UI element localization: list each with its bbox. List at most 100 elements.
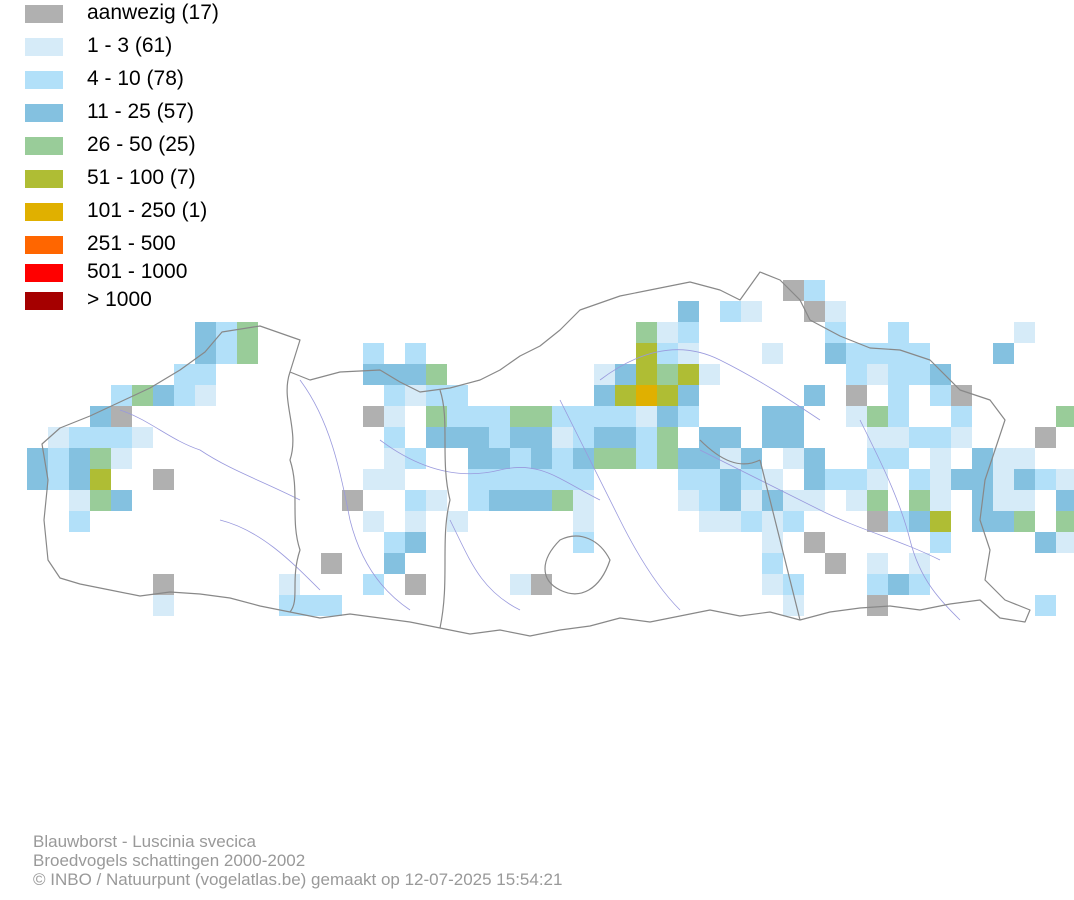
legend-label: 26 - 50 (25) — [87, 133, 196, 156]
grid-cell — [594, 385, 615, 406]
grid-cell — [531, 448, 552, 469]
grid-cell — [468, 427, 489, 448]
legend-swatch — [25, 170, 63, 188]
legend-swatch — [25, 203, 63, 221]
legend-item: 501 - 1000 — [25, 259, 285, 283]
legend-item: 101 - 250 (1) — [25, 198, 285, 222]
grid-cell — [363, 406, 384, 427]
grid-cell — [678, 364, 699, 385]
grid-cell — [804, 469, 825, 490]
grid-cell — [888, 343, 909, 364]
grid-cell — [846, 469, 867, 490]
grid-cell — [426, 406, 447, 427]
grid-cell — [867, 406, 888, 427]
grid-cell — [783, 280, 804, 301]
grid-cell — [1056, 532, 1074, 553]
grid-cell — [1056, 469, 1074, 490]
grid-cell — [930, 427, 951, 448]
grid-cell — [1014, 469, 1035, 490]
grid-cell — [405, 574, 426, 595]
grid-cell — [90, 490, 111, 511]
grid-cell — [405, 448, 426, 469]
grid-cell — [573, 427, 594, 448]
grid-cell — [615, 364, 636, 385]
map-credits: Blauwborst - Luscinia svecica Broedvogel… — [33, 832, 562, 889]
grid-cell — [447, 385, 468, 406]
grid-cell — [741, 469, 762, 490]
grid-cell — [405, 511, 426, 532]
grid-cell — [384, 448, 405, 469]
grid-cell — [405, 364, 426, 385]
grid-cell — [678, 406, 699, 427]
grid-cell — [1056, 490, 1074, 511]
grid-cell — [720, 490, 741, 511]
grid-cell — [594, 364, 615, 385]
grid-cell — [384, 385, 405, 406]
grid-cell — [384, 364, 405, 385]
grid-cell — [699, 364, 720, 385]
grid-cell — [993, 511, 1014, 532]
grid-cell — [384, 553, 405, 574]
grid-cell — [846, 343, 867, 364]
dataset-name: Broedvogels schattingen 2000-2002 — [33, 851, 306, 870]
grid-cell — [426, 364, 447, 385]
grid-cell — [930, 490, 951, 511]
grid-cell — [1035, 427, 1056, 448]
grid-cell — [888, 448, 909, 469]
grid-cell — [69, 448, 90, 469]
grid-cell — [741, 511, 762, 532]
grid-cell — [405, 343, 426, 364]
grid-cell — [69, 469, 90, 490]
grid-cell — [573, 406, 594, 427]
grid-cell — [426, 427, 447, 448]
grid-cell — [90, 406, 111, 427]
grid-cell — [699, 511, 720, 532]
grid-cell — [531, 574, 552, 595]
grid-cell — [363, 511, 384, 532]
grid-cell — [846, 385, 867, 406]
grid-cell — [867, 490, 888, 511]
grid-cell — [867, 553, 888, 574]
legend-label: aanwezig (17) — [87, 1, 219, 24]
grid-cell — [909, 469, 930, 490]
grid-cell — [846, 406, 867, 427]
grid-cell — [363, 469, 384, 490]
grid-cell — [636, 322, 657, 343]
legend-swatch — [25, 292, 63, 310]
legend-label: 51 - 100 (7) — [87, 166, 196, 189]
grid-cell — [321, 595, 342, 616]
grid-cell — [678, 301, 699, 322]
grid-cell — [1035, 595, 1056, 616]
grid-cell — [804, 301, 825, 322]
grid-cell — [216, 343, 237, 364]
legend-swatch — [25, 5, 63, 23]
grid-cells — [27, 280, 1074, 616]
grid-cell — [783, 427, 804, 448]
legend-item: 51 - 100 (7) — [25, 165, 285, 189]
grid-cell — [867, 343, 888, 364]
grid-cell — [615, 406, 636, 427]
grid-cell — [27, 469, 48, 490]
grid-cell — [69, 490, 90, 511]
grid-cell — [657, 364, 678, 385]
grid-cell — [237, 322, 258, 343]
grid-cell — [510, 490, 531, 511]
grid-cell — [762, 406, 783, 427]
grid-cell — [153, 595, 174, 616]
grid-cell — [195, 322, 216, 343]
grid-cell — [678, 469, 699, 490]
grid-cell — [1014, 448, 1035, 469]
grid-cell — [825, 301, 846, 322]
grid-cell — [909, 553, 930, 574]
legend-item: aanwezig (17) — [25, 0, 285, 24]
grid-cell — [804, 385, 825, 406]
grid-cell — [720, 511, 741, 532]
grid-cell — [447, 511, 468, 532]
grid-cell — [48, 448, 69, 469]
grid-cell — [993, 343, 1014, 364]
grid-cell — [552, 427, 573, 448]
grid-cell — [384, 427, 405, 448]
grid-cell — [930, 532, 951, 553]
region-borders — [41, 271, 1031, 637]
